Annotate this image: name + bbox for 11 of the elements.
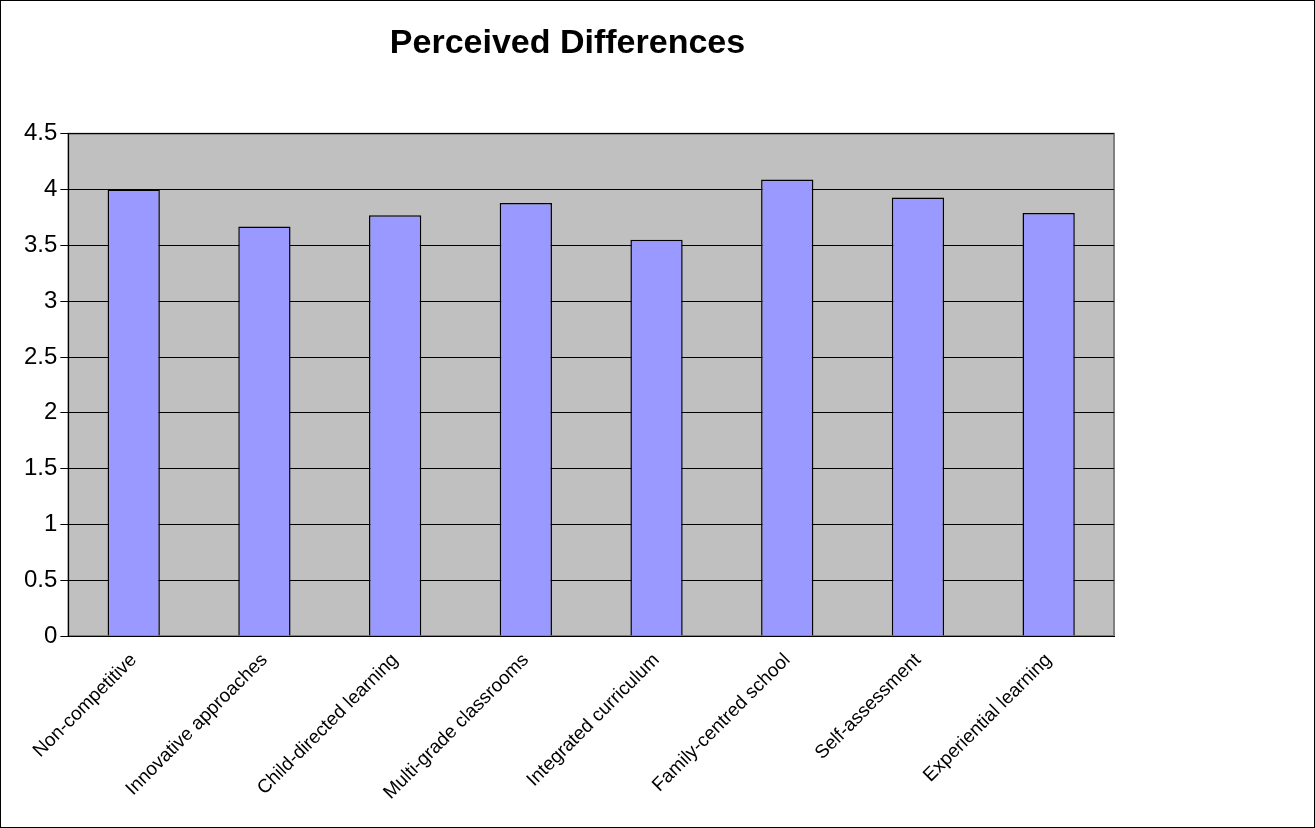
y-tick-label: 1	[44, 509, 58, 537]
y-tick-label: 4	[44, 174, 58, 202]
y-tick-label: 0	[44, 620, 58, 648]
y-tick-label: 1.5	[23, 453, 58, 481]
chart-title: Perceived Differences	[389, 21, 746, 60]
y-tick-label: 4.5	[23, 118, 58, 146]
y-tick-label: 2	[44, 397, 58, 425]
y-tick-label: 0.5	[23, 564, 58, 592]
y-tick-label: 2.5	[23, 341, 58, 369]
y-tick-label: 3	[44, 285, 58, 313]
y-tick-label: 3.5	[23, 230, 58, 258]
